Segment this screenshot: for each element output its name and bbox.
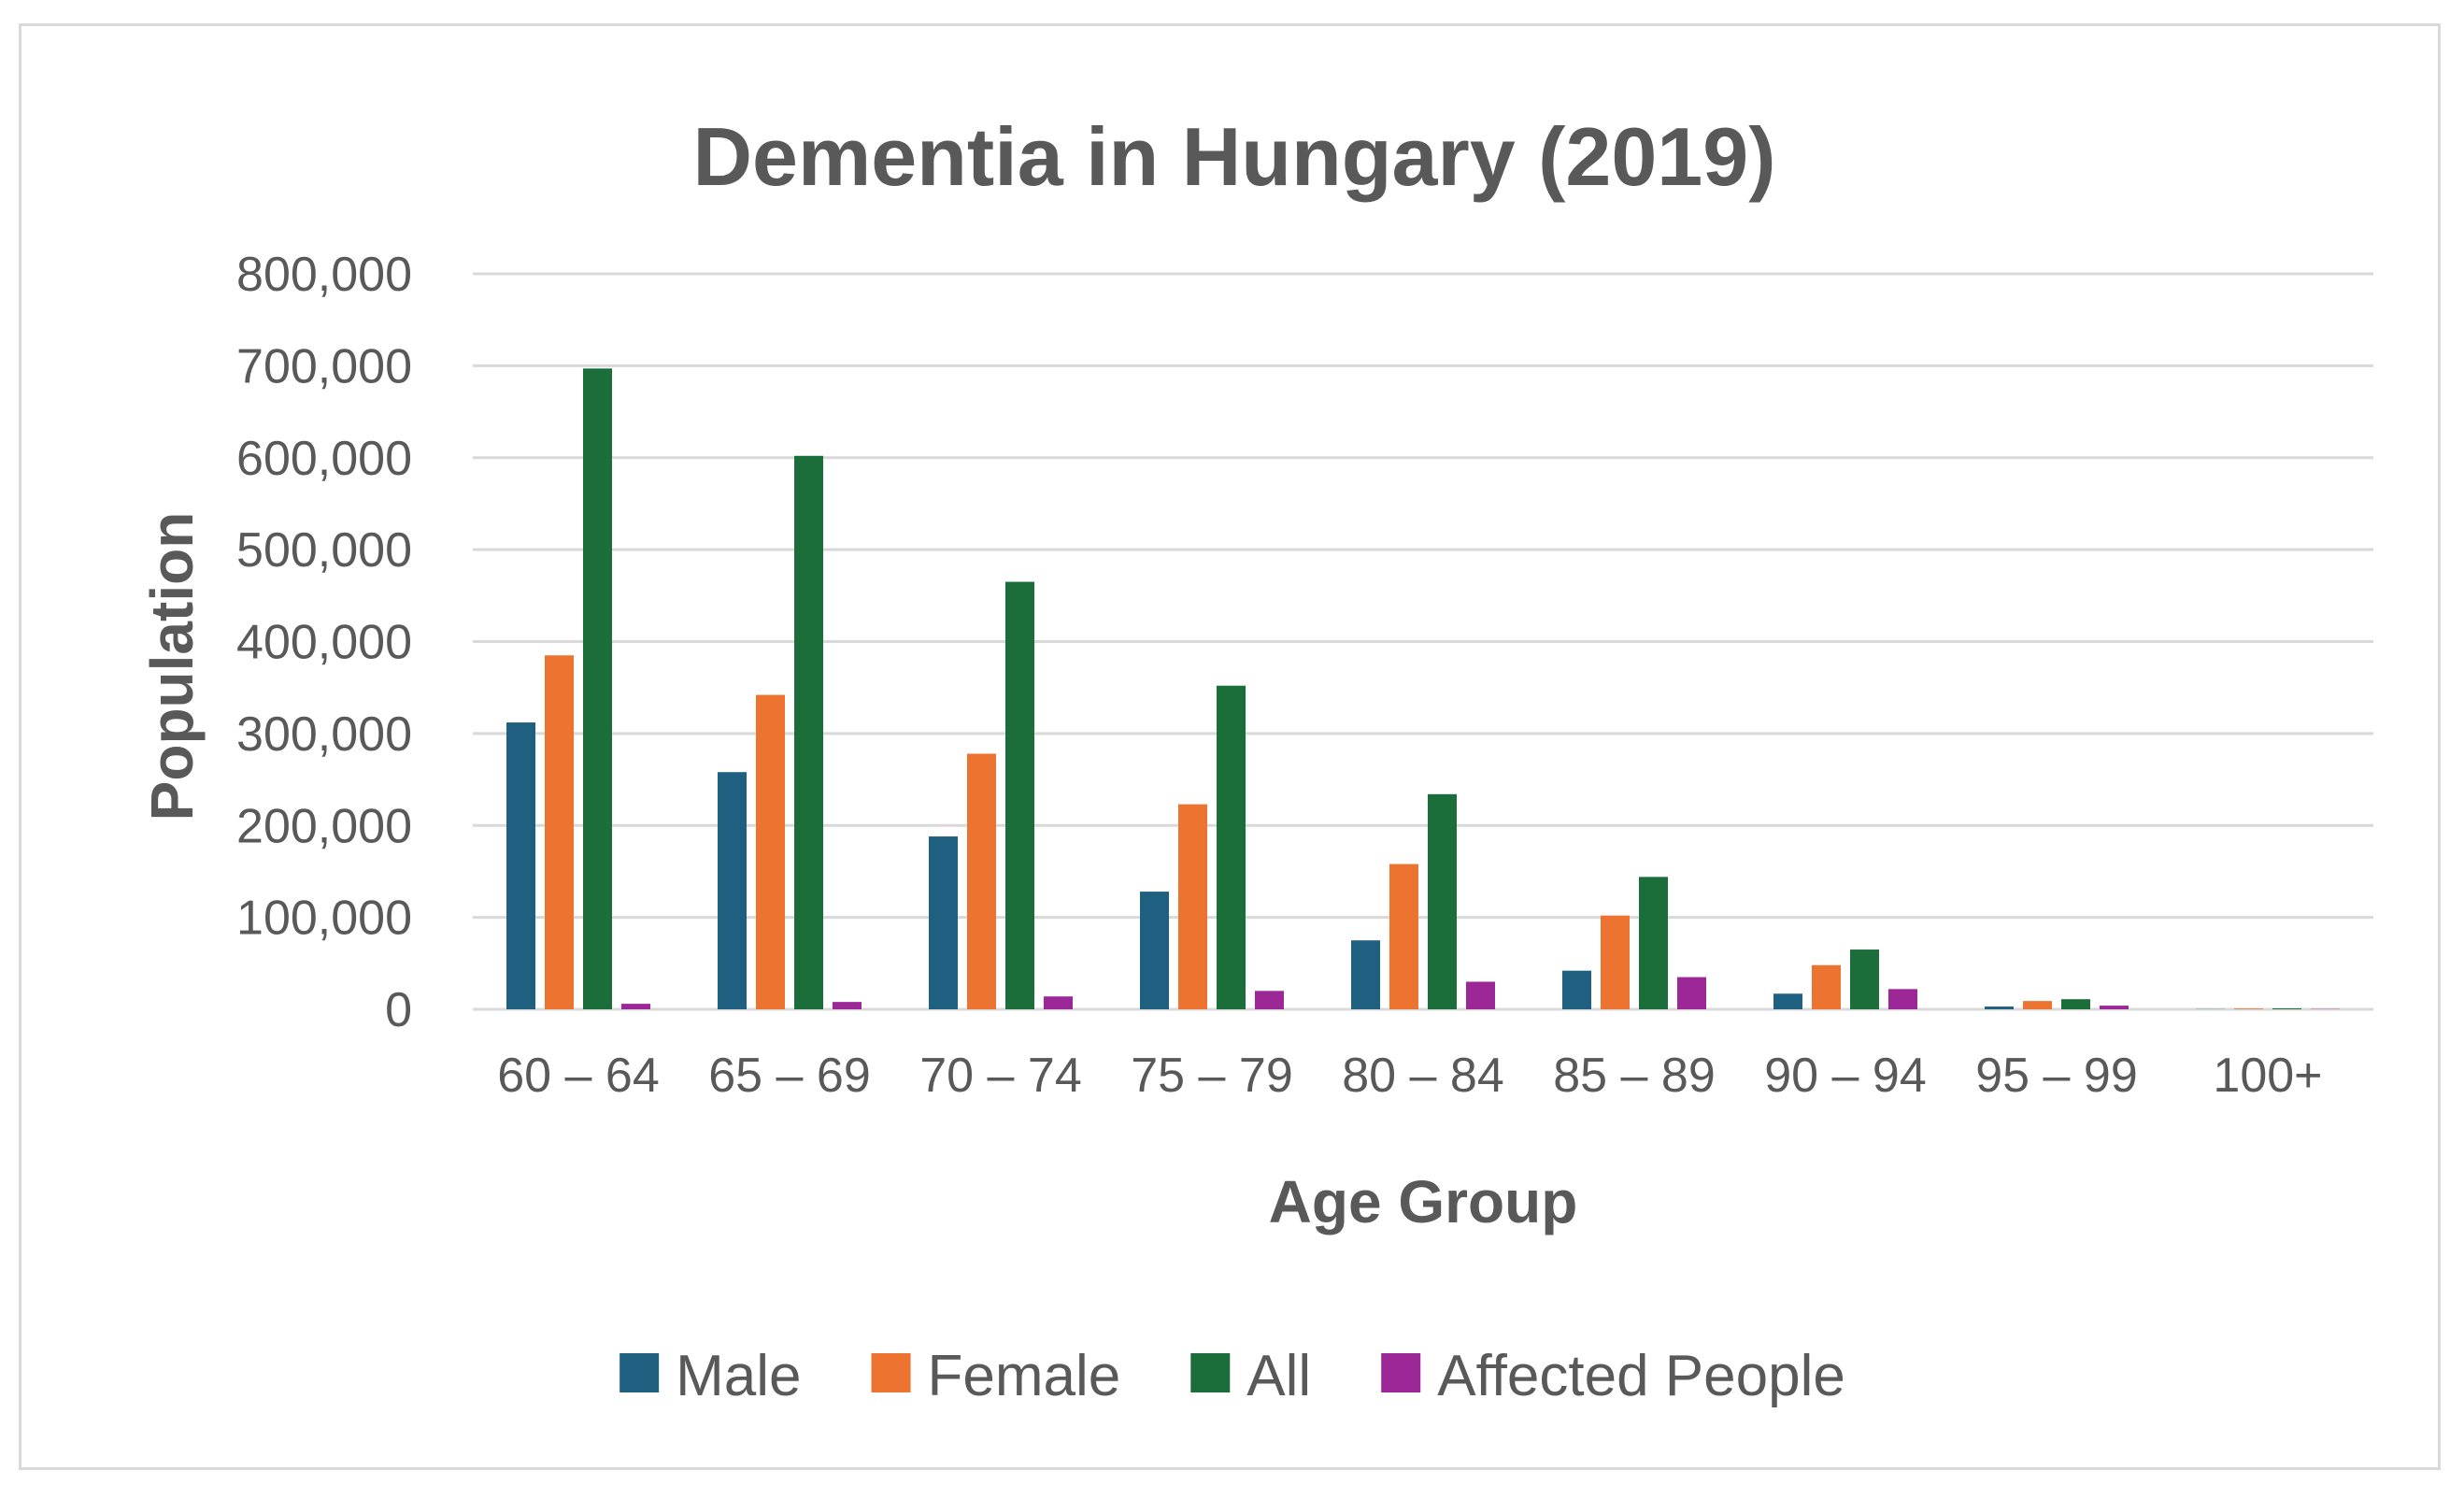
legend-swatch [1381, 1353, 1421, 1392]
y-tick-label: 800,000 [236, 248, 412, 302]
gridlines [473, 272, 2373, 1011]
bar-female [1389, 864, 1418, 1009]
bar-female [2023, 1001, 2052, 1009]
legend-swatch [871, 1353, 911, 1392]
bar-male [1140, 892, 1169, 1009]
legend-label: Male [676, 1344, 801, 1408]
bar-all [794, 455, 823, 1010]
chart-frame: Dementia in Hungary (2019) 0 100,000 200,0… [19, 23, 2441, 1470]
x-tick-label: 100+ [2213, 1049, 2322, 1103]
x-axis-title: Age Group [1269, 1168, 1578, 1235]
bar-female [1178, 804, 1207, 1009]
bar-affected-people [1044, 996, 1073, 1009]
x-tick-label: 65 – 69 [708, 1049, 871, 1103]
bar-male [929, 836, 958, 1009]
bar-all [1850, 949, 1879, 1009]
y-axis-ticks: 0 100,000 200,000 300,000 400,000 500,000 600,… [236, 248, 412, 1037]
bar-female [545, 655, 574, 1009]
bar-affected-people [1677, 977, 1706, 1009]
bar-all [1639, 877, 1668, 1009]
legend-swatch [620, 1353, 660, 1392]
y-tick-label: 100,000 [236, 892, 412, 946]
bar-male [1985, 1006, 2014, 1009]
bar-female [2234, 1008, 2263, 1009]
bar-affected-people [833, 1002, 862, 1009]
x-tick-label: 70 – 74 [919, 1049, 1082, 1103]
y-tick-label: 600,000 [236, 432, 412, 486]
legend-label: Affected People [1437, 1344, 1845, 1408]
bar-male [1562, 970, 1591, 1009]
bar-male [1773, 993, 1802, 1009]
bar-all [2061, 999, 2090, 1009]
x-tick-label: 80 – 84 [1342, 1049, 1504, 1103]
x-tick-label: 90 – 94 [1764, 1049, 1927, 1103]
x-tick-label: 95 – 99 [1975, 1049, 2138, 1103]
bar-affected-people [1255, 991, 1284, 1009]
bar-affected-people [621, 1004, 650, 1009]
bar-all [583, 368, 612, 1009]
legend-swatch [1190, 1353, 1231, 1392]
bar-male [718, 772, 747, 1009]
y-tick-label: 700,000 [236, 339, 412, 393]
bar-affected-people [1888, 989, 1917, 1009]
y-tick-label: 200,000 [236, 799, 412, 853]
legend-label: All [1246, 1344, 1311, 1408]
bar-male [1351, 940, 1380, 1009]
bar-female [756, 694, 785, 1009]
bar-female [1601, 915, 1630, 1009]
x-axis-ticks: 60 – 64 65 – 69 70 – 74 75 – 79 80 – 84 85 – … [497, 1049, 2322, 1103]
y-axis-title: Population [138, 512, 206, 821]
bars [506, 368, 2340, 1010]
bar-male [506, 722, 535, 1009]
bar-female [1812, 964, 1841, 1009]
bar-affected-people [1466, 981, 1495, 1009]
y-tick-label: 0 [385, 983, 412, 1037]
chart-svg: Dementia in Hungary (2019) 0 100,000 200,0… [138, 110, 2373, 1408]
bar-all [2272, 1008, 2301, 1009]
y-tick-label: 300,000 [236, 707, 412, 762]
x-tick-label: 85 – 89 [1553, 1049, 1716, 1103]
x-tick-label: 75 – 79 [1131, 1049, 1293, 1103]
y-tick-label: 500,000 [236, 523, 412, 578]
bar-all [1005, 581, 1034, 1009]
bar-female [967, 753, 996, 1009]
legend-label: Female [928, 1344, 1121, 1408]
bar-affected-people [2100, 1006, 2129, 1009]
x-tick-label: 60 – 64 [497, 1049, 660, 1103]
y-tick-label: 400,000 [236, 616, 412, 670]
chart-title: Dementia in Hungary (2019) [693, 110, 1776, 203]
bar-all [1428, 793, 1457, 1009]
legend: Male Female All Affected People [620, 1344, 1845, 1408]
bar-all [1217, 685, 1246, 1009]
